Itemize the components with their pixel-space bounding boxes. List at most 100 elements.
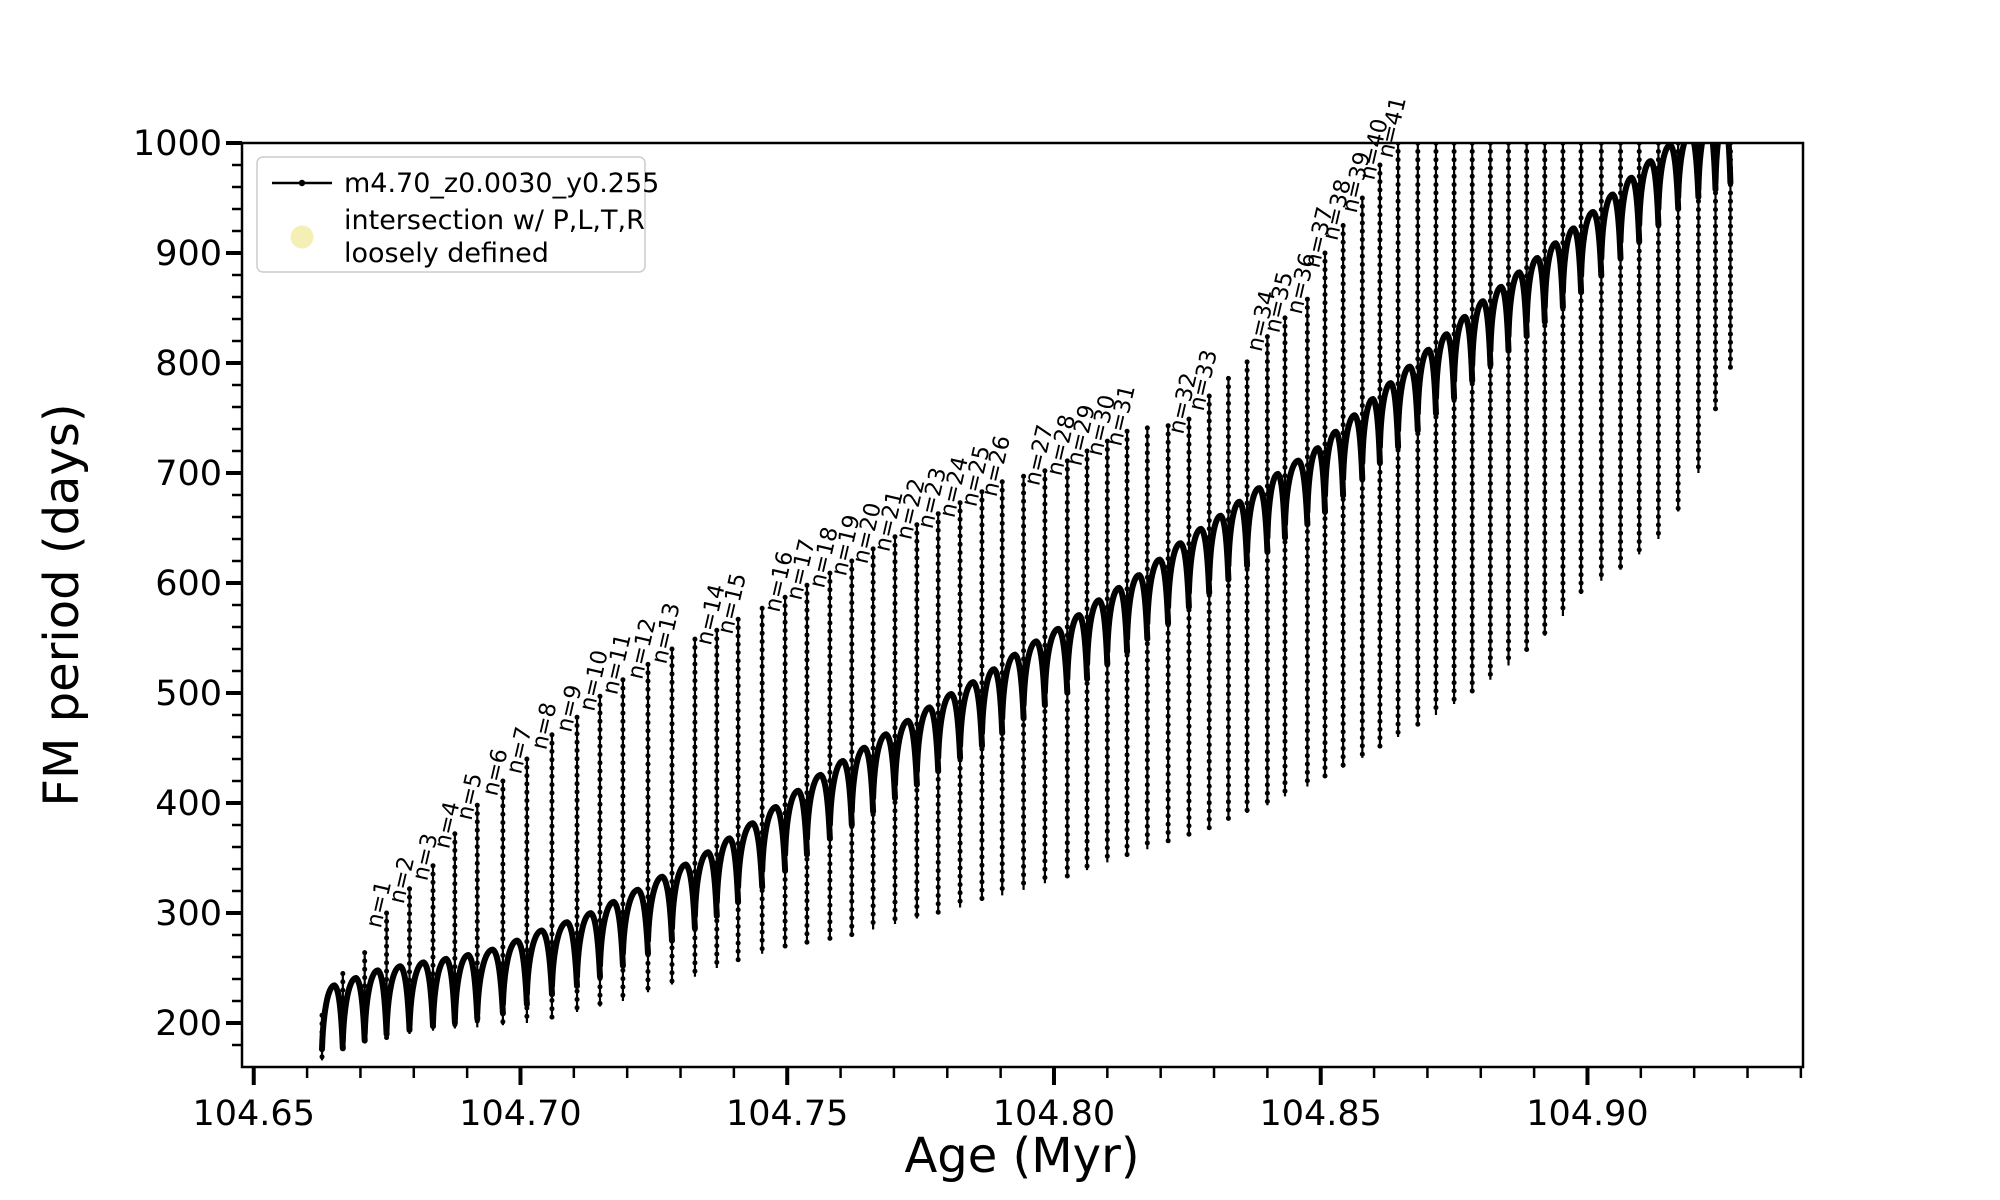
arch-segment: [759, 803, 789, 874]
arch-segment: [1469, 298, 1494, 369]
arch-segment: [1165, 540, 1192, 610]
arch-segment: [474, 946, 506, 1017]
arch-segment: [1617, 174, 1643, 245]
arch-segment: [1487, 283, 1512, 354]
arch-segment: [1244, 485, 1271, 555]
legend-entry-intersection-label-line2: loosely defined: [344, 238, 549, 269]
arch-segment: [1523, 254, 1548, 325]
x-tick-label: 104.75: [726, 1094, 848, 1134]
arch-segment: [451, 951, 481, 1022]
x-tick-label: 104.70: [459, 1094, 581, 1134]
arch-segment: [1282, 457, 1311, 528]
legend-line-dot-marker: [298, 179, 306, 187]
arch-segment: [913, 704, 942, 775]
arch-segment: [1559, 225, 1585, 296]
arch-segment: [870, 731, 898, 802]
spike-label: n=13: [647, 600, 686, 666]
arch-segment: [1084, 597, 1111, 668]
arch-segment: [1541, 240, 1566, 311]
arch-segment: [574, 910, 603, 980]
arch-segment: [1104, 584, 1131, 655]
arch-segment: [430, 955, 458, 1026]
arch-segment: [1598, 191, 1624, 262]
arch-segment: [1304, 445, 1328, 515]
arch-segment: [1124, 572, 1151, 642]
legend-entry-series-label: m4.70_z0.0030_y0.255: [344, 168, 659, 199]
y-axis-label: FM period (days): [34, 403, 90, 806]
arch-segment: [1144, 556, 1172, 627]
arch-segment: [999, 651, 1027, 722]
arch-segment: [782, 787, 810, 858]
x-tick-label: 104.85: [1259, 1094, 1381, 1134]
arch-segment: [1451, 313, 1476, 384]
legend-box: [256, 156, 646, 273]
arch-segment: [1185, 525, 1213, 596]
arch-segment: [892, 717, 920, 788]
arch-segment: [523, 927, 555, 998]
arch-segment: [713, 835, 742, 906]
arch-segment: [619, 886, 651, 957]
arch-segment: [979, 666, 1006, 736]
arch-segment: [1206, 512, 1232, 583]
x-axis-label: Age (Myr): [904, 1128, 1139, 1184]
x-tick-label: 104.80: [993, 1094, 1115, 1134]
y-tick-label: 500: [155, 674, 222, 714]
arch-segment: [1041, 625, 1071, 696]
arch-segment: [1505, 269, 1530, 340]
arch-segment: [361, 967, 390, 1038]
arch-segment: [1395, 363, 1421, 434]
spike-label: n=31: [1102, 383, 1141, 449]
y-tick-label: 800: [155, 344, 222, 384]
arch-segment: [1264, 470, 1288, 541]
arch-segment: [645, 873, 675, 944]
spike-label: n=41: [1373, 94, 1412, 160]
fm-period-curve: [319, 143, 1734, 1063]
arch-segment: [597, 898, 626, 969]
y-tick-label: 900: [155, 234, 222, 274]
arch-segment: [1322, 428, 1347, 499]
arch-segment: [406, 959, 436, 1030]
arch-segment: [1414, 346, 1439, 417]
y-tick-label: 400: [155, 784, 222, 824]
plot-area-border: [240, 141, 1805, 1069]
arch-segment: [383, 963, 413, 1033]
y-tick-label: 200: [155, 1004, 222, 1044]
x-tick-label: 104.90: [1526, 1094, 1648, 1134]
arch-segment: [935, 690, 964, 761]
arch-segment: [549, 919, 580, 989]
legend-entry-intersection-label-line1: intersection w/ P,L,T,R: [344, 205, 645, 236]
spike-label: n=26: [977, 433, 1016, 499]
spike-label: n=33: [1184, 347, 1223, 413]
arch-segment: [804, 771, 833, 842]
arch-segment: [499, 937, 530, 1008]
arch-segment: [848, 744, 877, 815]
arch-segment: [1020, 638, 1048, 709]
y-tick-label: 700: [155, 454, 222, 494]
arch-segment: [826, 757, 855, 828]
arch-segment: [957, 679, 985, 749]
x-tick-label: 104.65: [193, 1094, 315, 1134]
axis-ticks: 104.65 104.70 104.75 104.80 104.85 104.90 200 3…: [133, 124, 1803, 1134]
arch-segment: [735, 820, 766, 890]
arch-segment: [1359, 395, 1383, 466]
arch-segment: [319, 982, 346, 1053]
arch-segment: [691, 849, 720, 919]
arch-segment: [1655, 143, 1682, 212]
y-tick-label: 600: [155, 564, 222, 604]
arch-segment: [1225, 498, 1251, 569]
arch-segment: [1064, 612, 1091, 682]
arch-segment: [1340, 412, 1366, 483]
arch-segment: [669, 861, 698, 932]
y-tick-label: 1000: [133, 124, 222, 164]
arch-segment: [1433, 331, 1458, 402]
legend-intersection-marker-icon: [290, 225, 314, 249]
spike-label: n=15: [713, 571, 752, 637]
arch-segment: [1636, 158, 1662, 228]
arch-segment: [1376, 380, 1402, 450]
arch-segment: [1578, 208, 1605, 279]
arch-segment: [339, 974, 368, 1045]
y-tick-label: 300: [155, 894, 222, 934]
legend: m4.70_z0.0030_y0.255 intersection w/ P,L…: [256, 156, 659, 273]
